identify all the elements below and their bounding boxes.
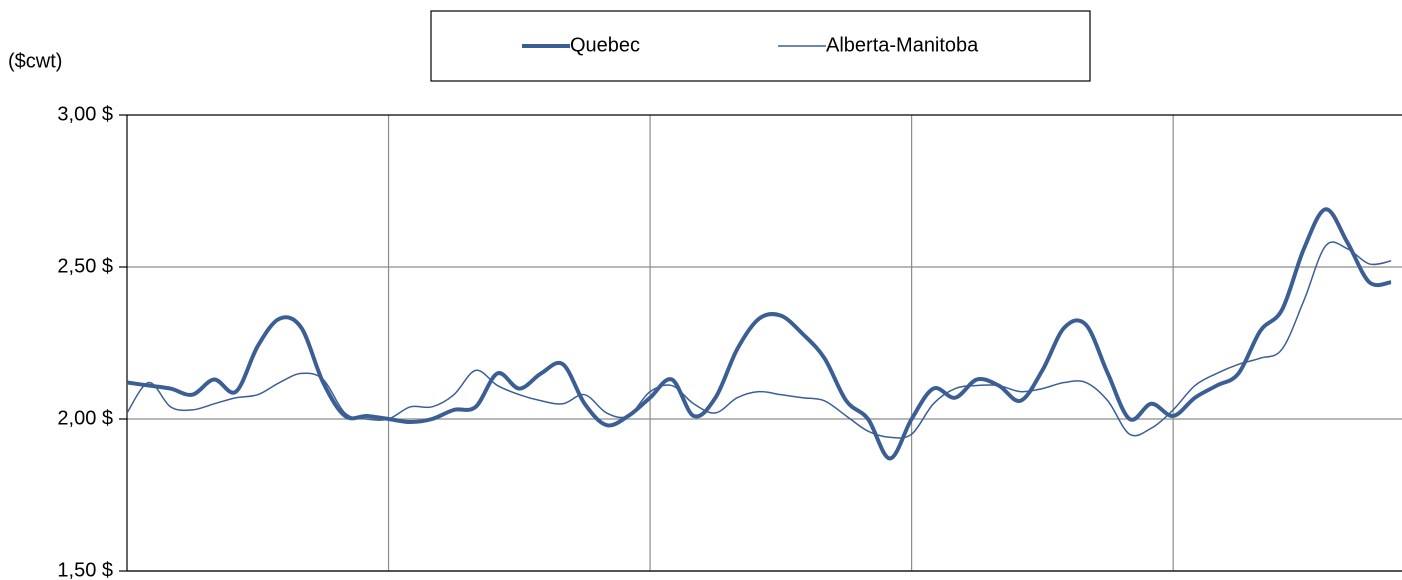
line-series <box>126 241 1392 439</box>
legend-label: Quebec <box>570 34 640 56</box>
legend-label: Alberta-Manitoba <box>826 34 979 56</box>
y-tick-label: 2,50 $ <box>57 255 113 277</box>
y-tick-label: 2,00 $ <box>57 407 113 429</box>
y-axis-label: ($cwt) <box>8 50 62 72</box>
line-series <box>126 207 1392 461</box>
y-tick-label: 1,50 $ <box>57 559 113 580</box>
y-tick-label: 3,00 $ <box>57 103 113 125</box>
